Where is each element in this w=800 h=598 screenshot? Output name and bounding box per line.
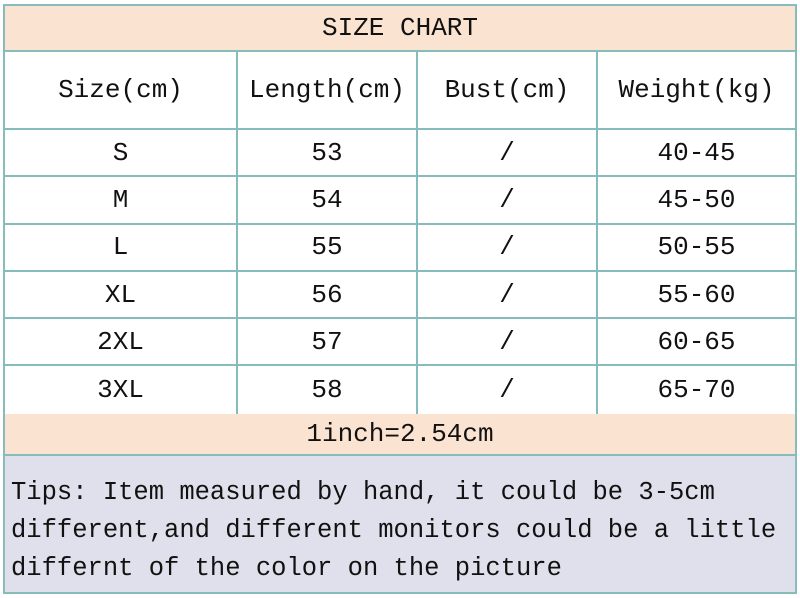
cell-length: 57 xyxy=(238,319,418,365)
cell-length: 54 xyxy=(238,177,418,223)
tips-line: different,and different monitors could b… xyxy=(11,515,777,545)
cell-weight: 45-50 xyxy=(657,184,736,215)
cell-size: S xyxy=(5,130,238,176)
cell-bust: / xyxy=(418,130,598,176)
cell-size: M xyxy=(5,177,238,223)
cell-bust: / xyxy=(418,319,598,365)
table-row: XL 56/ 55-60 xyxy=(5,271,795,320)
cell-weight: 50-55 xyxy=(657,232,736,263)
cell-bust: / xyxy=(418,366,598,414)
table-row: S 53/ 40-45 xyxy=(5,130,795,178)
cell-length: 55 xyxy=(238,224,418,270)
cell-bust: / xyxy=(418,177,598,223)
cell-size: XL xyxy=(5,271,238,318)
cell-weight: 60-65 xyxy=(657,326,736,357)
title-row: SIZE CHART xyxy=(5,6,795,52)
cell-weight: 55-60 xyxy=(657,279,736,310)
cell-weight: 65-70 xyxy=(657,375,736,406)
chart-title: SIZE CHART xyxy=(321,13,479,43)
cell-size: L xyxy=(5,224,238,270)
column-header-bust: Bust(cm) xyxy=(418,52,598,128)
conversion-note: 1inch=2.54cm xyxy=(306,418,494,449)
tips-row: Tips: Item measured by hand, it could be… xyxy=(5,455,795,592)
cell-weight: 40-45 xyxy=(657,137,736,168)
table-row: M 54/ 45-50 xyxy=(5,177,795,225)
header-row: Size(cm) Length(cm) Bust(cm) Weight(kg) xyxy=(5,52,795,130)
column-header-weight: Weight(kg) xyxy=(618,75,775,105)
table-row: L 55/ 50-55 xyxy=(5,224,795,272)
cell-size: 2XL xyxy=(5,319,238,365)
column-header-size: Size(cm) xyxy=(5,52,238,128)
cell-length: 58 xyxy=(238,366,418,414)
cell-bust: / xyxy=(418,271,598,318)
cell-length: 53 xyxy=(238,130,418,176)
column-header-length: Length(cm) xyxy=(238,52,418,128)
cell-bust: / xyxy=(418,224,598,270)
conversion-row: 1inch=2.54cm xyxy=(5,413,795,456)
tips-line: Tips: Item measured by hand, it could be… xyxy=(11,477,715,507)
size-chart-table: SIZE CHART Size(cm) Length(cm) Bust(cm) … xyxy=(3,4,797,594)
tips-line: differnt of the color on the picture xyxy=(11,553,562,583)
cell-size: 3XL xyxy=(5,366,238,414)
table-row: 2XL 57/ 60-65 xyxy=(5,319,795,367)
table-row: 3XL 58/ 65-70 xyxy=(5,366,795,414)
cell-length: 56 xyxy=(238,271,418,318)
